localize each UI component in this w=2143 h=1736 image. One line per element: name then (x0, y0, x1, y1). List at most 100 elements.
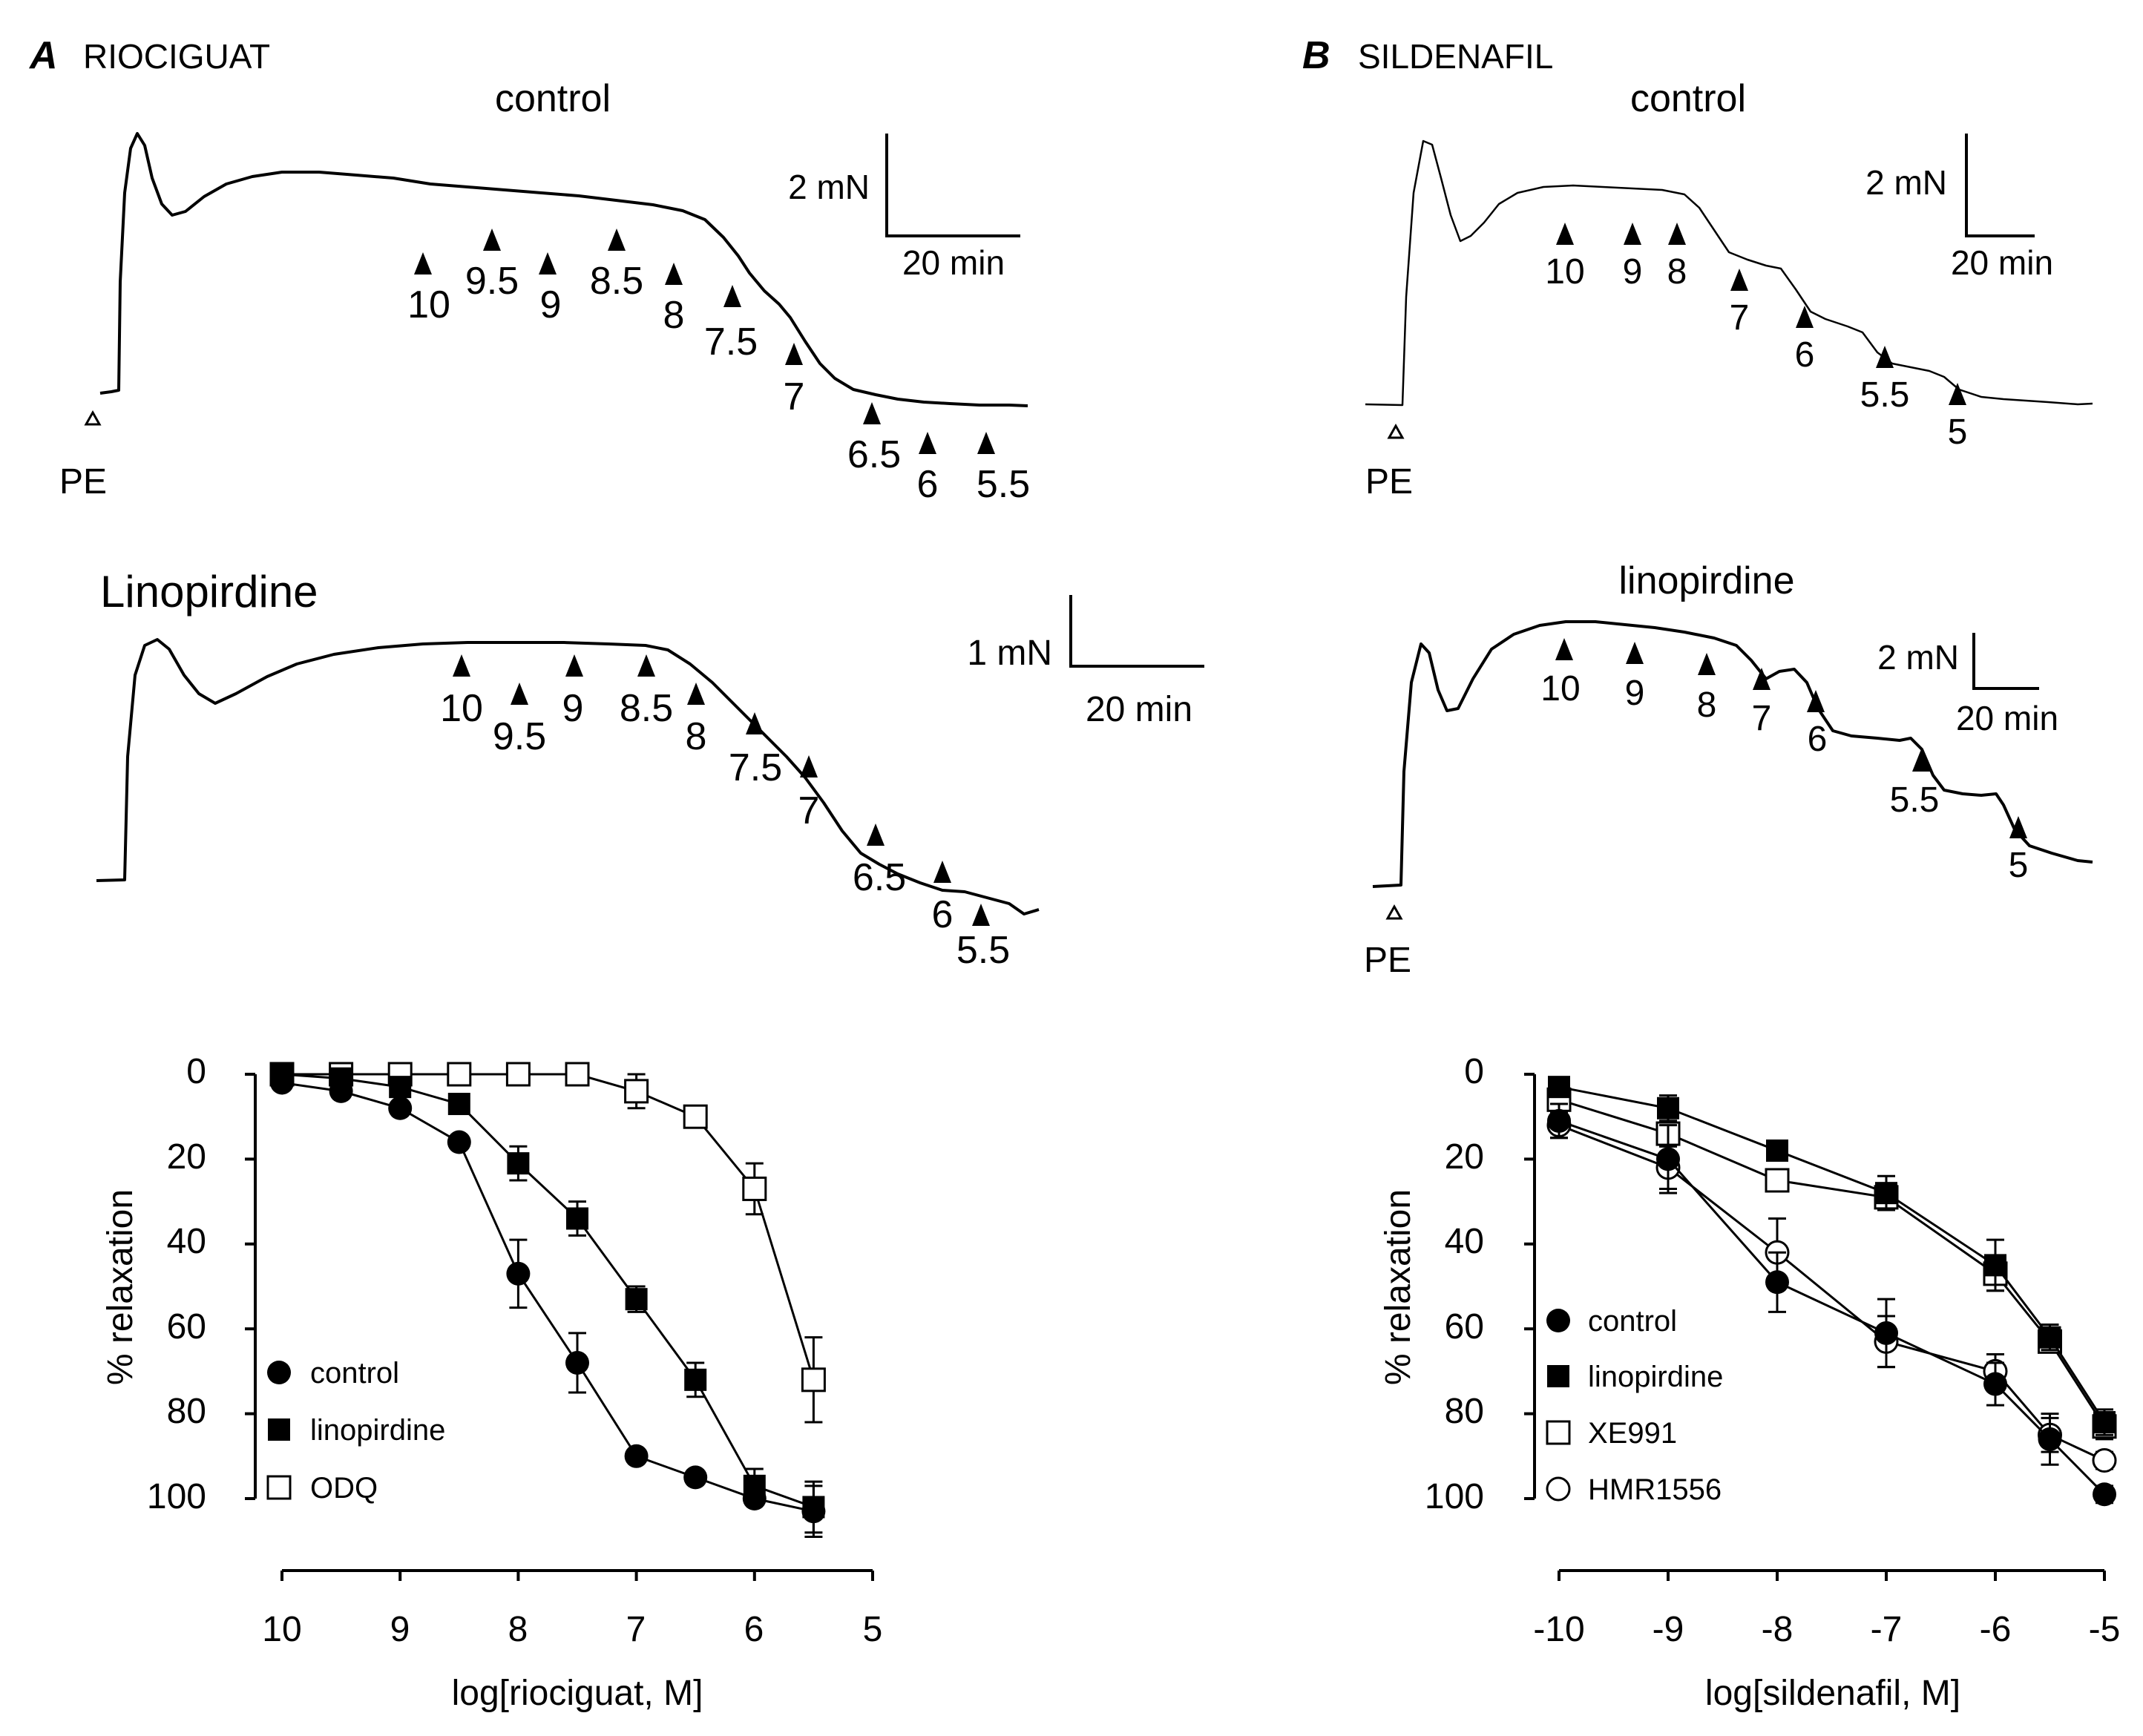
dose-arrow (746, 712, 764, 734)
legend-marker (267, 1361, 291, 1384)
dose-label: 10 (1545, 252, 1584, 292)
data-point (506, 1261, 531, 1286)
pe-arrow (1385, 904, 1403, 920)
y-tick-label: 40 (167, 1222, 206, 1261)
y-tick-label: 20 (1445, 1137, 1484, 1177)
data-point (683, 1465, 708, 1490)
dose-label: 9 (1625, 674, 1645, 713)
dose-label: 6 (1808, 720, 1828, 759)
y-tick-label: 100 (1425, 1477, 1484, 1516)
trace-line (1372, 620, 2093, 888)
scale-time: 20 min (1086, 690, 1192, 729)
dose-arrow (1949, 383, 1966, 405)
y-tick-label: 0 (1464, 1052, 1484, 1091)
dose-arrow (800, 755, 818, 777)
series-control (1547, 1102, 2116, 1507)
dose-arrow (1668, 223, 1686, 245)
data-point (743, 1474, 766, 1497)
trace-line (99, 132, 1028, 407)
legend-label: linopirdine (1588, 1361, 1723, 1393)
dose-arrow (511, 683, 528, 705)
dose-label: 8.5 (590, 260, 643, 303)
data-point (801, 1367, 826, 1393)
dose-label: 7 (798, 789, 820, 832)
y-tick-label: 0 (186, 1052, 206, 1091)
dose-marks: 10 9.5 9 8.5 8 7.5 7 6.5 6 5.5 (440, 654, 1010, 972)
dose-label: 8.5 (620, 687, 673, 730)
data-point (505, 1062, 531, 1087)
trace-line (1365, 139, 2093, 407)
legend-marker (1547, 1365, 1569, 1387)
dose-label: 5.5 (1890, 780, 1940, 820)
legend-label: HMR1556 (1588, 1473, 1722, 1506)
dose-label: 8 (1697, 685, 1717, 725)
scale-bar (885, 134, 1020, 237)
data-point (2038, 1326, 2061, 1349)
legend-label: XE991 (1588, 1417, 1677, 1450)
dose-arrow (1730, 269, 1748, 291)
dose-label: 10 (440, 687, 483, 730)
dose-label: 7 (1752, 699, 1772, 738)
y-tick-label: 100 (147, 1477, 206, 1516)
scale-force: 2 mN (788, 168, 870, 206)
dose-arrow (637, 654, 655, 677)
chart-riociguat: 10 9 8 7 6 5 0 20 40 60 80 100 log[rioci… (101, 1052, 882, 1713)
dose-label: 9.5 (465, 260, 519, 303)
x-tick-label: 9 (390, 1610, 410, 1649)
trace-line (96, 638, 1040, 915)
x-axis-label: log[sildenafil, M] (1705, 1674, 1960, 1713)
dose-arrow (863, 402, 881, 424)
pe-label: PE (1364, 941, 1411, 980)
legend-marker (268, 1418, 290, 1441)
dose-arrow (1912, 749, 1930, 772)
dose-arrow (608, 228, 626, 251)
dose-label: 7 (1730, 298, 1750, 338)
data-point (565, 1350, 589, 1375)
chart-axes (1533, 1074, 2104, 1572)
panel-a-letter: A (28, 34, 58, 77)
data-point (389, 1076, 412, 1099)
dose-label: 5.5 (977, 463, 1030, 506)
series-linopirdine (271, 1063, 825, 1534)
x-tick-label: -8 (1762, 1610, 1794, 1649)
ticks (1524, 1073, 2106, 1581)
data-point (329, 1067, 352, 1090)
x-tick-label: 10 (262, 1610, 301, 1649)
dose-label: 6 (932, 893, 954, 936)
x-tick-label: 7 (626, 1610, 646, 1649)
plot-area (1546, 1076, 2117, 1507)
x-axis-label: log[riociguat, M] (452, 1674, 703, 1713)
scale-time: 20 min (902, 243, 1005, 282)
data-point (1548, 1076, 1570, 1099)
dose-arrow (723, 285, 741, 307)
trace-title: linopirdine (1618, 559, 1794, 602)
data-point (447, 1093, 470, 1116)
dose-arrow (565, 654, 583, 677)
data-point (1765, 1270, 1789, 1295)
data-point (271, 1063, 293, 1085)
y-tick-label: 80 (1445, 1392, 1484, 1431)
trace-b-control: control PE 10 9 8 7 6 5.5 5 2 mN 20 min (1365, 77, 2093, 502)
dose-label: 5.5 (1860, 375, 1910, 415)
legend-marker (1546, 1476, 1571, 1502)
pe-arrow (1387, 423, 1405, 439)
legend-marker (1546, 1309, 1570, 1332)
series-line (282, 1073, 815, 1381)
y-tick-label: 60 (1445, 1307, 1484, 1347)
dose-arrow (1753, 668, 1770, 690)
legend-label: control (310, 1357, 399, 1390)
dose-marks: 10 9 8 7 6 5.5 5 (1545, 223, 1967, 452)
series-linopirdine (1548, 1076, 2116, 1436)
scale-force: 2 mN (1865, 163, 1947, 202)
plot-area (269, 1062, 826, 1538)
trace-a-linopirdine: Linopirdine 10 9.5 9 8.5 8 7.5 7 6.5 6 5… (96, 567, 1204, 972)
y-tick-label: 40 (1445, 1222, 1484, 1261)
legend-label: control (1588, 1305, 1677, 1338)
data-point (684, 1368, 707, 1391)
dose-label: 7 (784, 375, 805, 418)
dose-label: 7.5 (704, 320, 758, 364)
dose-arrow (1807, 690, 1825, 712)
pe-label: PE (1365, 462, 1413, 502)
dose-arrow (977, 432, 995, 454)
